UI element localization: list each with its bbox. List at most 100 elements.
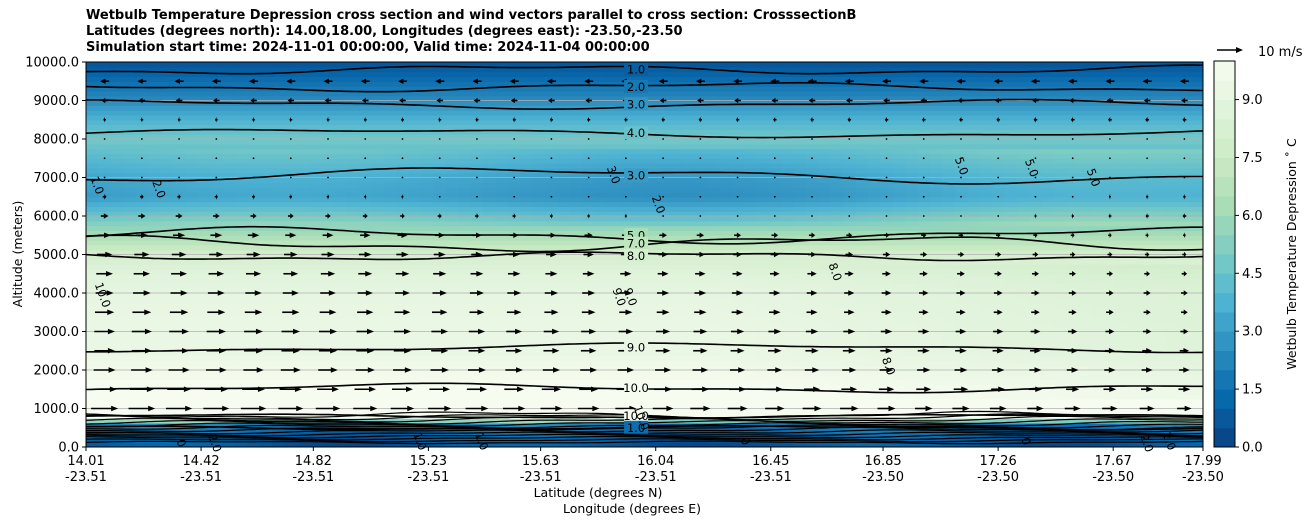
field-cell (321, 432, 335, 438)
field-cell (483, 297, 497, 304)
field-cell (160, 254, 174, 260)
field-cell (296, 326, 310, 333)
field-cell (1116, 403, 1130, 410)
field-cell (445, 360, 459, 366)
field-cell (855, 384, 869, 390)
field-cell (929, 408, 943, 414)
field-cell (445, 273, 459, 280)
field-cell (86, 191, 100, 198)
field-cell (1103, 283, 1117, 289)
field-cell (445, 394, 459, 400)
field-cell (359, 341, 373, 347)
field-cell (1029, 379, 1043, 386)
field-cell (222, 302, 236, 309)
field-cell (892, 360, 906, 366)
field-cell (644, 230, 658, 236)
field-cell (458, 326, 472, 333)
field-cell (768, 365, 782, 371)
field-cell (520, 182, 534, 188)
field-cell (234, 273, 248, 280)
field-cell (309, 427, 323, 434)
field-cell (247, 331, 261, 337)
field-cell (892, 220, 906, 227)
field-cell (334, 442, 348, 447)
field-cell (185, 307, 199, 313)
field-cell (309, 293, 323, 299)
field-cell (880, 225, 894, 232)
field-cell (346, 177, 360, 183)
field-cell (718, 355, 732, 361)
field-cell (954, 211, 968, 217)
field-cell (644, 187, 658, 193)
field-cell (929, 442, 943, 447)
field-cell (694, 442, 708, 447)
field-cell (619, 317, 633, 323)
field-cell (346, 230, 360, 236)
field-cell (197, 278, 211, 284)
field-cell (222, 225, 236, 232)
field-cell (731, 408, 745, 414)
field-cell (1066, 379, 1080, 386)
field-cell (334, 216, 348, 222)
field-cell (694, 182, 708, 188)
field-cell (1066, 398, 1080, 405)
field-cell (1140, 321, 1154, 328)
field-cell (520, 244, 534, 251)
field-cell (694, 389, 708, 395)
field-cell (346, 196, 360, 203)
field-cell (917, 331, 931, 337)
field-cell (1091, 249, 1105, 256)
field-cell (892, 259, 906, 265)
field-cell (805, 254, 819, 260)
field-cell (160, 432, 174, 438)
field-cell (1116, 244, 1130, 251)
field-cell (781, 297, 795, 304)
field-cell (1091, 235, 1105, 241)
field-cell (86, 341, 100, 347)
field-cell (793, 268, 807, 275)
field-cell (296, 230, 310, 236)
field-cell (781, 254, 795, 260)
field-cell (1078, 230, 1092, 236)
field-cell (532, 273, 546, 280)
field-cell (954, 374, 968, 381)
field-cell (396, 350, 410, 357)
field-cell (445, 374, 459, 381)
field-cell (421, 317, 435, 323)
field-cell (830, 360, 844, 366)
field-cell (272, 389, 286, 395)
field-cell (346, 211, 360, 217)
field-cell (110, 187, 124, 193)
field-cell (309, 394, 323, 400)
field-cell (992, 201, 1006, 207)
field-cell (396, 220, 410, 227)
field-cell (98, 336, 112, 342)
field-cell (309, 177, 323, 183)
field-cell (594, 177, 608, 183)
field-cell (148, 355, 162, 361)
field-cell (905, 220, 919, 227)
field-cell (843, 211, 857, 217)
field-cell (160, 283, 174, 289)
field-cell (1091, 293, 1105, 299)
field-cell (694, 235, 708, 241)
field-cell (880, 230, 894, 236)
field-cell (421, 293, 435, 299)
field-cell (1140, 341, 1154, 347)
field-cell (967, 249, 981, 256)
field-cell (470, 403, 484, 410)
field-cell (272, 374, 286, 381)
field-cell (507, 225, 521, 232)
field-cell (383, 273, 397, 280)
field-cell (197, 211, 211, 217)
field-cell (272, 370, 286, 376)
field-cell (123, 403, 137, 410)
field-cell (520, 220, 534, 227)
field-cell (867, 187, 881, 193)
field-cell (185, 182, 199, 188)
field-cell (1029, 312, 1043, 318)
field-cell (210, 398, 224, 405)
field-cell (1116, 302, 1130, 309)
field-cell (644, 293, 658, 299)
field-cell (483, 288, 497, 294)
